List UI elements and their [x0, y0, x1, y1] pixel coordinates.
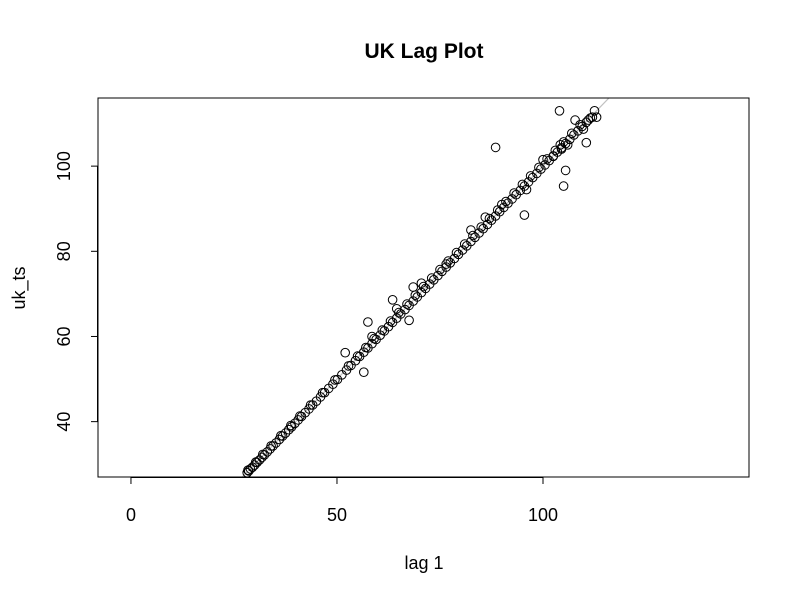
x-tick-label: 0 — [126, 505, 136, 525]
scatter-point — [343, 361, 354, 371]
y-tick-label: 60 — [54, 326, 74, 346]
x-axis: 0 50 100 — [126, 477, 558, 525]
scatter-point — [251, 457, 261, 467]
scatter-point — [490, 142, 501, 153]
scatter-point — [361, 342, 371, 353]
scatter-point — [534, 162, 544, 173]
scatter-point — [466, 225, 476, 235]
scatter-point — [363, 317, 373, 327]
scatter-point — [587, 112, 598, 122]
scatter-point — [480, 212, 491, 222]
y-tick-label: 100 — [54, 151, 74, 181]
scatter-point — [385, 316, 396, 326]
scatter-point — [402, 299, 412, 309]
scatter-point — [567, 128, 577, 139]
x-axis-label: lag 1 — [404, 553, 443, 573]
scatter-point — [441, 259, 452, 269]
scatter-point — [286, 422, 297, 432]
scatter-point — [562, 140, 573, 150]
scatter-series — [242, 106, 602, 478]
scatter-point — [426, 273, 437, 283]
scatter-point — [476, 222, 487, 232]
scatter-point — [581, 137, 592, 148]
scatter-point — [548, 151, 559, 161]
scatter-point — [271, 438, 281, 448]
scatter-point — [352, 351, 363, 361]
x-tick-label: 100 — [528, 505, 558, 525]
scatter-point — [525, 171, 536, 181]
x-tick-label: 50 — [327, 505, 347, 525]
scatter-point — [554, 106, 565, 116]
scatter-point — [484, 213, 495, 224]
scatter-point — [468, 230, 478, 241]
scatter-point — [258, 449, 268, 460]
scatter-point — [550, 145, 561, 156]
scatter-point — [317, 387, 328, 398]
scatter-point — [286, 420, 296, 431]
scatter-point — [416, 278, 427, 289]
y-axis-label: uk_ts — [9, 266, 30, 309]
scatter-point — [330, 375, 340, 385]
scatter-point — [555, 140, 566, 150]
scatter-point — [340, 347, 351, 358]
scatter-point — [369, 333, 379, 344]
y-tick-label: 40 — [54, 412, 74, 432]
scatter-point — [538, 154, 548, 165]
chart-title: UK Lag Plot — [365, 40, 484, 63]
scatter-point — [408, 282, 419, 292]
scatter-point — [509, 188, 519, 198]
scatter-point — [560, 165, 571, 176]
scatter-point — [591, 112, 602, 122]
scatter-point — [519, 210, 530, 220]
scatter-point — [451, 247, 462, 258]
scatter-point — [589, 106, 600, 116]
scatter-point — [391, 304, 402, 314]
scatter-point — [558, 181, 569, 191]
scatter-point — [459, 239, 470, 249]
scatter-point — [266, 441, 276, 451]
scatter-point — [377, 325, 388, 335]
scatter-point — [359, 367, 369, 378]
scatter-point — [542, 154, 552, 164]
scatter-point — [521, 184, 532, 195]
scatter-point — [295, 411, 305, 421]
scatter-point — [280, 428, 291, 438]
scatter-point — [443, 256, 454, 266]
scatter-point — [570, 115, 580, 125]
reference-line — [241, 98, 610, 477]
scatter-point — [404, 315, 414, 326]
y-axis: 40 60 80 100 — [54, 151, 98, 432]
scatter-point — [367, 331, 377, 342]
scatter-point — [243, 465, 253, 476]
y-tick-label: 80 — [54, 241, 74, 261]
scatter-point — [435, 264, 445, 275]
scatter-point — [387, 295, 398, 305]
scatter-point — [578, 124, 589, 134]
plot-area — [241, 98, 610, 478]
scatter-point — [276, 430, 286, 441]
scatter-point — [305, 400, 316, 410]
scatter-point — [497, 199, 507, 210]
